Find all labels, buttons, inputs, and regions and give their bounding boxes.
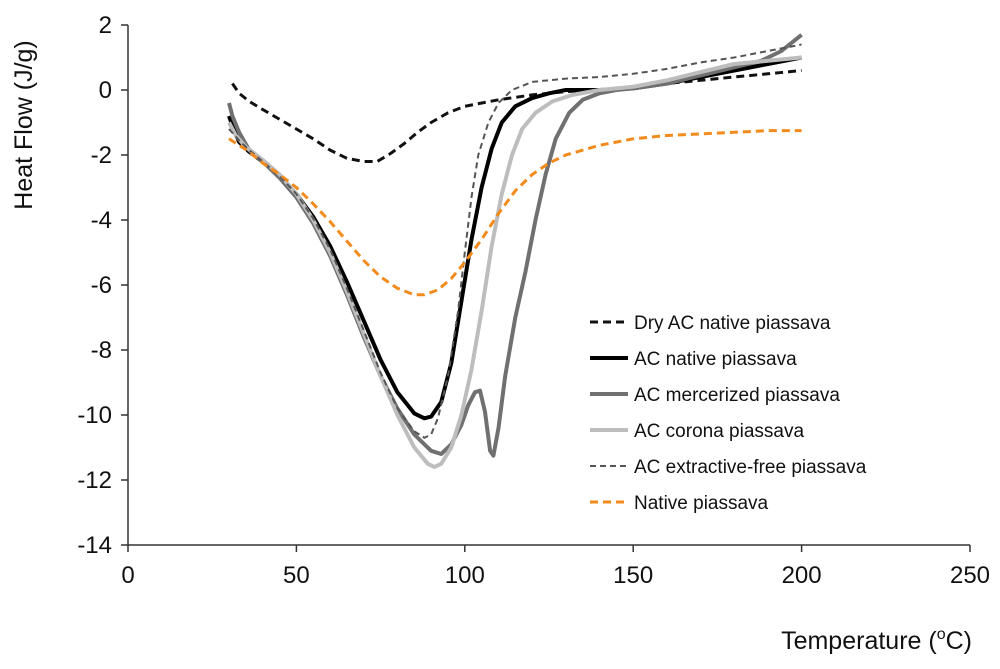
legend-label: AC mercerized piassava bbox=[634, 385, 840, 406]
series-line-4 bbox=[227, 55, 802, 469]
legend: Dry AC native piassava AC native piassava… bbox=[590, 313, 867, 514]
y-tick-label: -14 bbox=[77, 532, 112, 559]
x-axis-title-main: Temperature ( bbox=[781, 627, 937, 655]
legend-label: Native piassava bbox=[634, 493, 769, 514]
legend-label: AC native piassava bbox=[634, 349, 797, 370]
x-tick-label: 50 bbox=[283, 562, 310, 589]
series-line-5 bbox=[228, 43, 802, 439]
x-tick-label: 150 bbox=[613, 562, 653, 589]
series-line-1 bbox=[231, 69, 802, 163]
y-axis-title: Heat Flow (J/g) bbox=[10, 40, 38, 209]
legend-label: AC extractive-free piassava bbox=[634, 457, 867, 478]
legend-label: AC corona piassava bbox=[634, 421, 804, 442]
y-tick-label: -2 bbox=[91, 142, 112, 169]
x-axis-title: Temperature (oC) bbox=[781, 626, 972, 655]
y-tick-label: -8 bbox=[91, 337, 112, 364]
y-tick-label: 2 bbox=[99, 12, 112, 39]
series-line-6 bbox=[228, 129, 802, 297]
x-axis-title-sup: o bbox=[937, 626, 946, 643]
x-tick-label: 200 bbox=[782, 562, 822, 589]
legend-label: Dry AC native piassava bbox=[634, 313, 831, 334]
y-tick-label: -4 bbox=[91, 207, 112, 234]
x-tick-label: 0 bbox=[121, 562, 134, 589]
y-tick-label: -6 bbox=[91, 272, 112, 299]
x-axis-title-suffix: C) bbox=[946, 627, 972, 655]
x-tick-label: 100 bbox=[445, 562, 485, 589]
y-ticks: 2 0 -2 -4 -6 -8 -10 -12 -14 bbox=[77, 12, 128, 559]
y-tick-label: -10 bbox=[77, 402, 112, 429]
x-ticks: 0 50 100 150 200 250 bbox=[121, 545, 990, 589]
y-tick-label: 0 bbox=[99, 77, 112, 104]
plot-lines bbox=[227, 33, 803, 469]
x-tick-label: 250 bbox=[950, 562, 990, 589]
y-tick-label: -12 bbox=[77, 467, 112, 494]
